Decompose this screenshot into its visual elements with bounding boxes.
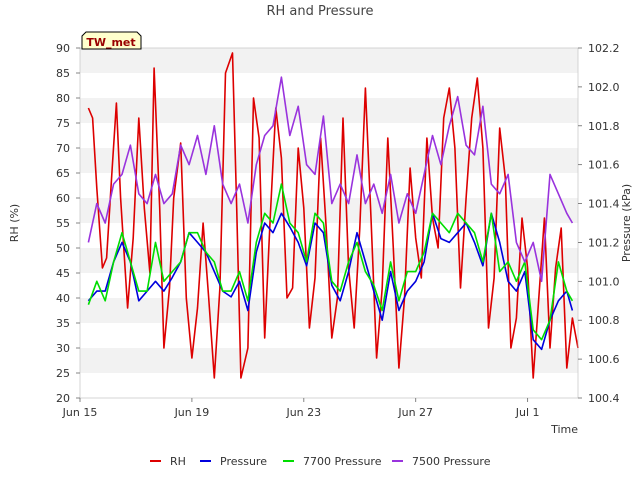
- y-left-tick-label: 35: [56, 317, 70, 330]
- y-right-tick-label: 102.2: [588, 42, 620, 55]
- y-right-tick-label: 101.4: [588, 198, 620, 211]
- legend-label: 7700 Pressure: [303, 455, 382, 468]
- grid-band: [80, 48, 578, 73]
- y-right-tick-label: 101.8: [588, 120, 620, 133]
- series-line-rh: [87, 52, 579, 379]
- site-badge: TW_met: [81, 31, 142, 50]
- y-left-tick-label: 60: [56, 192, 70, 205]
- x-tick-label: Jun 15: [62, 406, 98, 419]
- series-layer: [87, 52, 579, 379]
- y-left-tick-label: 40: [56, 292, 70, 305]
- y-left-label: RH (%): [8, 204, 21, 242]
- y-right-tick-label: 102.0: [588, 81, 620, 94]
- series-line-7700-pressure: [87, 183, 574, 341]
- site-badge-label: TW_met: [86, 36, 135, 49]
- y-right-tick-label: 101.0: [588, 275, 620, 288]
- left-axis: 20 25 30 35 40 45 50 55 60 65 70 75 80 85 90: [56, 42, 80, 405]
- x-tick-label: Jun 19: [174, 406, 210, 419]
- y-left-tick-label: 20: [56, 392, 70, 405]
- series-line-pressure: [87, 212, 574, 351]
- legend-item-7500-pressure: 7500 Pressure: [392, 455, 491, 468]
- y-right-label: Pressure (kPa): [620, 184, 633, 262]
- y-left-tick-label: 25: [56, 367, 70, 380]
- y-left-tick-label: 50: [56, 242, 70, 255]
- x-axis-label: Time: [550, 423, 578, 436]
- legend-label: Pressure: [220, 455, 267, 468]
- y-right-tick-label: 101.6: [588, 159, 620, 172]
- y-left-tick-label: 55: [56, 217, 70, 230]
- chart-title: RH and Pressure: [266, 4, 373, 19]
- y-right-tick-label: 100.8: [588, 314, 620, 327]
- x-axis: Jun 15 Jun 19 Jun 23 Jun 27 Jul 1: [62, 398, 540, 419]
- legend-item-rh: RH: [150, 455, 186, 468]
- y-right-tick-label: 100.6: [588, 353, 620, 366]
- y-left-tick-label: 75: [56, 117, 70, 130]
- y-right-tick-label: 101.2: [588, 236, 620, 249]
- grid-band: [80, 298, 578, 323]
- right-axis: 100.4 100.6 100.8 101.0 101.2 101.4 101.6 101.8…: [578, 42, 620, 405]
- legend-label: 7500 Pressure: [412, 455, 491, 468]
- grid-band: [80, 348, 578, 373]
- y-left-tick-label: 45: [56, 267, 70, 280]
- grid-band: [80, 98, 578, 123]
- y-left-tick-label: 85: [56, 67, 70, 80]
- legend-label: RH: [170, 455, 186, 468]
- legend: RH Pressure 7700 Pressure 7500 Pressure: [150, 455, 491, 468]
- y-left-tick-label: 80: [56, 92, 70, 105]
- y-right-tick-label: 100.4: [588, 392, 620, 405]
- x-tick-label: Jun 23: [285, 406, 321, 419]
- y-left-tick-label: 90: [56, 42, 70, 55]
- x-tick-label: Jun 27: [397, 406, 433, 419]
- y-left-tick-label: 65: [56, 167, 70, 180]
- y-left-tick-label: 30: [56, 342, 70, 355]
- y-left-tick-label: 70: [56, 142, 70, 155]
- grid-band: [80, 198, 578, 223]
- x-tick-label: Jul 1: [515, 406, 540, 419]
- legend-item-7700-pressure: 7700 Pressure: [283, 455, 382, 468]
- legend-item-pressure: Pressure: [200, 455, 267, 468]
- series-line-7500-pressure: [87, 76, 574, 283]
